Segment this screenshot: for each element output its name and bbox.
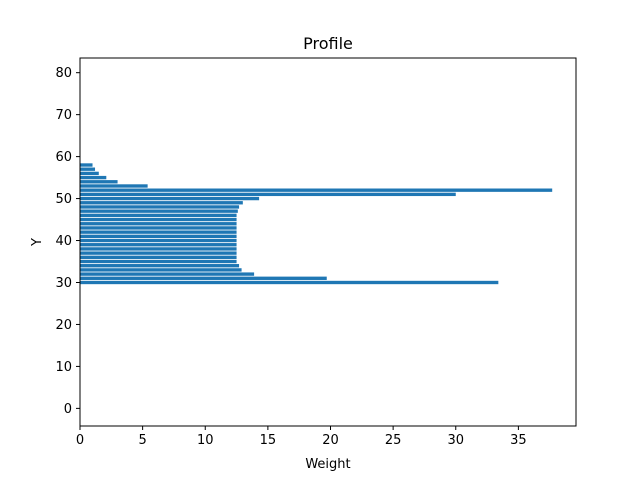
y-tick-label: 70 bbox=[55, 108, 72, 123]
x-tick-label: 20 bbox=[322, 433, 339, 448]
bar bbox=[80, 255, 237, 259]
bar bbox=[80, 247, 237, 251]
x-axis-label: Weight bbox=[305, 457, 350, 472]
x-tick-label: 0 bbox=[76, 433, 84, 448]
bar bbox=[80, 201, 243, 205]
bar bbox=[80, 184, 148, 188]
bar bbox=[80, 188, 553, 192]
bar bbox=[80, 163, 93, 167]
y-tick-label: 10 bbox=[55, 360, 72, 375]
bar bbox=[80, 226, 237, 230]
bar bbox=[80, 264, 240, 268]
bar bbox=[80, 167, 96, 171]
plot-frame bbox=[79, 57, 577, 427]
x-tick-label: 35 bbox=[510, 433, 527, 448]
bar bbox=[80, 192, 456, 197]
bar bbox=[80, 209, 238, 213]
bar bbox=[80, 217, 237, 222]
bar bbox=[80, 171, 99, 176]
bar bbox=[80, 205, 240, 209]
y-axis-label: Y bbox=[30, 238, 45, 247]
y-tick-label: 30 bbox=[55, 276, 72, 291]
bar bbox=[80, 268, 242, 272]
bar bbox=[80, 238, 237, 243]
x-tick-label: 10 bbox=[197, 433, 214, 448]
bar bbox=[80, 175, 107, 180]
x-tick-label: 15 bbox=[260, 433, 277, 448]
bar bbox=[80, 222, 237, 226]
bar bbox=[80, 213, 237, 218]
bar bbox=[80, 243, 237, 247]
y-tick-label: 20 bbox=[55, 318, 72, 333]
bars-layer bbox=[80, 163, 553, 285]
y-tick-label: 80 bbox=[55, 66, 72, 81]
bar bbox=[80, 259, 237, 264]
y-ticks: 0 10 20 30 40 50 60 70 80 bbox=[55, 66, 80, 417]
y-tick-label: 60 bbox=[55, 150, 72, 165]
y-tick-label: 0 bbox=[64, 402, 72, 417]
bar bbox=[80, 196, 260, 201]
x-ticks: 0 5 10 15 20 25 30 35 bbox=[76, 426, 527, 448]
bar bbox=[80, 230, 237, 234]
bar bbox=[80, 234, 237, 239]
bar bbox=[80, 272, 255, 276]
bar bbox=[80, 276, 327, 280]
bar bbox=[80, 180, 118, 184]
y-tick-label: 50 bbox=[55, 192, 72, 207]
x-tick-label: 30 bbox=[447, 433, 464, 448]
bar bbox=[80, 280, 499, 285]
bar bbox=[80, 251, 237, 255]
x-tick-label: 25 bbox=[385, 433, 402, 448]
y-tick-label: 40 bbox=[55, 234, 72, 249]
chart-title: Profile bbox=[303, 34, 353, 53]
x-tick-label: 5 bbox=[138, 433, 146, 448]
